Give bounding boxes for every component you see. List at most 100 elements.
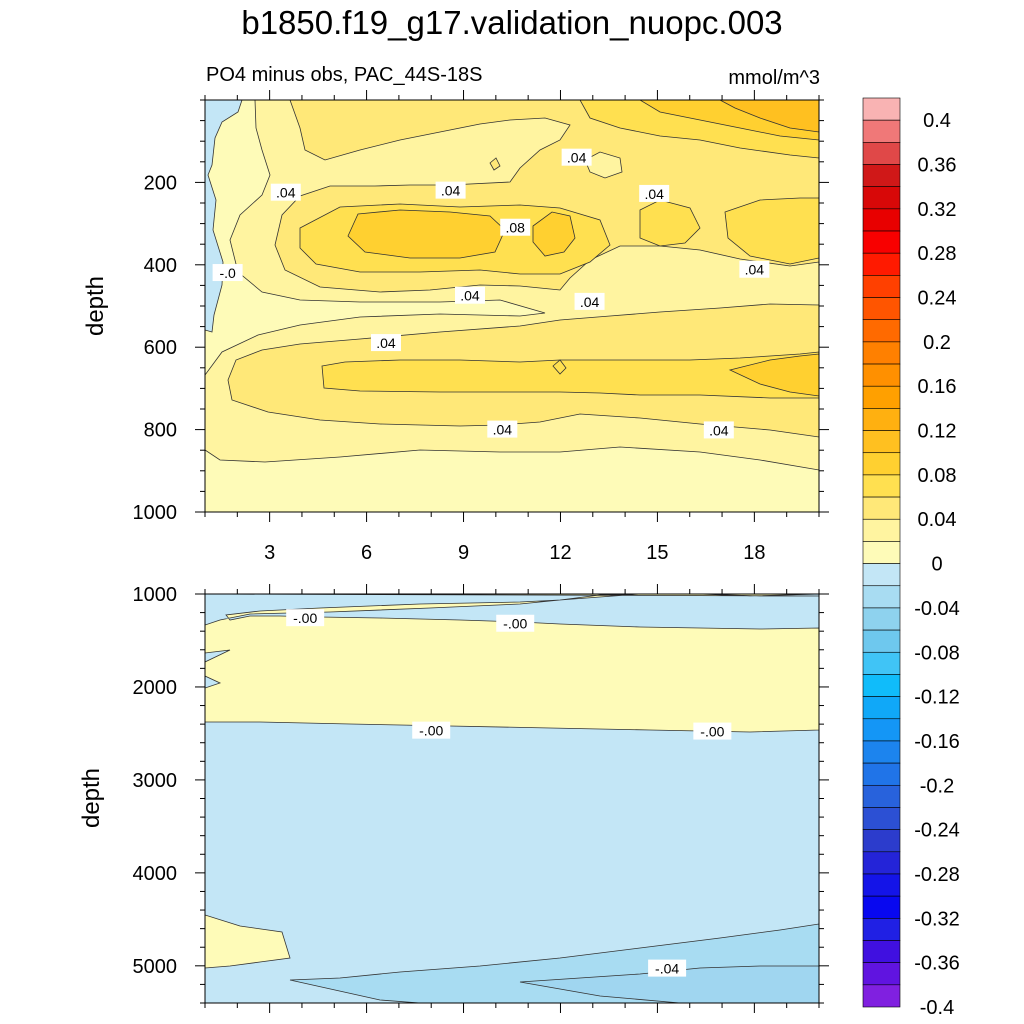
- colorbar-swatch: [862, 385, 901, 409]
- fill-level-4b: [347, 209, 506, 259]
- contour-label-bg: [500, 218, 531, 236]
- contour-label: -.00: [503, 616, 527, 632]
- y-tick-label: 3000: [133, 770, 178, 792]
- colorbar-swatch: [862, 940, 901, 963]
- contour-label: .04: [644, 186, 664, 202]
- y-tick-label: 600: [144, 337, 177, 359]
- colorbar-label: 0.16: [918, 376, 957, 398]
- colorbar-swatch: [862, 563, 901, 587]
- colorbar: 0.4 0.36 0.32 0.28 0.24 0.2 0.16 0.12 0.08 0.04 0 -…: [862, 97, 960, 1019]
- contour-label-bg: [693, 722, 732, 740]
- y-tick-label: 1000: [133, 502, 178, 524]
- colorbar-label: 0.4: [923, 110, 951, 132]
- contour-label-bg: [561, 148, 592, 166]
- colorbar-label: -0.2: [920, 775, 954, 797]
- colorbar-swatch: [862, 97, 901, 121]
- contour-label: .04: [567, 150, 587, 166]
- upper-y-axis-label: depth: [82, 276, 109, 336]
- colorbar-swatch: [862, 762, 901, 786]
- contour-label: -.0: [219, 265, 236, 281]
- contour-label-bg: [487, 420, 518, 438]
- contour-label: .04: [493, 422, 513, 438]
- colorbar-label: 0.32: [918, 199, 957, 221]
- y-tick-label: 800: [144, 420, 177, 442]
- upper-axes: 3 6 9 12 15 18 200 400 600 800 1000: [133, 90, 829, 564]
- contour-label: -.00: [419, 723, 443, 739]
- contour-label: .04: [376, 335, 396, 351]
- x-tick-label: 15: [646, 542, 668, 564]
- contour-label: .04: [460, 288, 480, 304]
- fill-level-5: [719, 100, 819, 133]
- colorbar-label: -0.08: [914, 642, 960, 664]
- y-tick-label: 2000: [133, 677, 178, 699]
- contour-label: -.04: [655, 961, 679, 977]
- colorbar-swatch: [862, 541, 901, 564]
- colorbar-swatch: [862, 319, 901, 343]
- colorbar-swatch: [862, 895, 901, 919]
- colorbar-swatch: [862, 784, 901, 808]
- colorbar-label: -0.4: [920, 997, 954, 1019]
- contour-label: .04: [580, 294, 600, 310]
- colorbar-label: 0.28: [918, 243, 957, 265]
- colorbar-swatch: [862, 164, 901, 187]
- colorbar-swatch: [862, 142, 901, 165]
- x-tick-label: 6: [361, 542, 372, 564]
- colorbar-swatch: [862, 230, 901, 254]
- y-tick-label: 5000: [133, 956, 178, 978]
- colorbar-swatch: [862, 430, 901, 454]
- colorbar-swatch: [862, 585, 901, 609]
- colorbar-swatch: [862, 252, 901, 276]
- contour-label: .04: [709, 422, 729, 438]
- colorbar-label: 0.2: [923, 332, 951, 354]
- contour-label-bg: [639, 184, 670, 202]
- y-tick-label: 1000: [133, 584, 178, 606]
- contour-label-bg: [574, 292, 605, 310]
- contour-label-bg: [648, 959, 687, 977]
- colorbar-label: 0.04: [918, 509, 957, 531]
- contour-label-bg: [370, 334, 401, 352]
- colorbar-label: -0.04: [914, 598, 960, 620]
- colorbar-swatch: [862, 363, 901, 387]
- colorbar-label: 0.36: [918, 155, 957, 177]
- colorbar-swatch: [862, 341, 901, 365]
- y-tick-label: 4000: [133, 863, 178, 885]
- contour-label-bg: [435, 181, 466, 199]
- colorbar-label: -0.32: [914, 908, 960, 930]
- colorbar-swatch: [862, 452, 901, 476]
- colorbar-swatch: [862, 186, 901, 210]
- colorbar-label: 0.08: [918, 465, 957, 487]
- contour-label: .08: [505, 220, 525, 236]
- colorbar-swatch: [862, 119, 901, 143]
- colorbar-swatch: [862, 208, 901, 232]
- colorbar-swatch: [862, 807, 901, 830]
- colorbar-swatch: [862, 474, 901, 498]
- x-tick-label: 3: [264, 542, 275, 564]
- colorbar-swatch: [862, 718, 901, 742]
- colorbar-swatch: [862, 829, 901, 853]
- figure-title: b1850.f19_g17.validation_nuopc.003: [241, 4, 783, 41]
- colorbar-swatch: [862, 740, 901, 764]
- colorbar-swatch: [862, 962, 901, 986]
- contour-label-bg: [270, 183, 301, 201]
- figure-subtitle: PO4 minus obs, PAC_44S-18S: [206, 64, 483, 86]
- colorbar-swatch: [862, 873, 901, 897]
- lower-y-axis-label: depth: [78, 768, 105, 828]
- contour-label-bg: [212, 264, 243, 282]
- colorbar-swatch: [862, 918, 901, 941]
- lower-fill-positive-blob: [205, 914, 291, 969]
- colorbar-swatch: [862, 408, 901, 431]
- colorbar-label: -0.28: [914, 864, 960, 886]
- fill-level-3d: [724, 197, 819, 265]
- contour-label: .04: [441, 183, 461, 199]
- colorbar-label: -0.16: [914, 731, 960, 753]
- x-tick-label: 18: [743, 542, 765, 564]
- colorbar-label: -0.12: [914, 687, 960, 709]
- colorbar-label: 0: [931, 554, 942, 576]
- y-tick-label: 400: [144, 255, 177, 277]
- colorbar-swatch: [862, 674, 901, 697]
- lower-fill-level-neg04b: [519, 965, 819, 1003]
- contour-label-bg: [412, 721, 451, 739]
